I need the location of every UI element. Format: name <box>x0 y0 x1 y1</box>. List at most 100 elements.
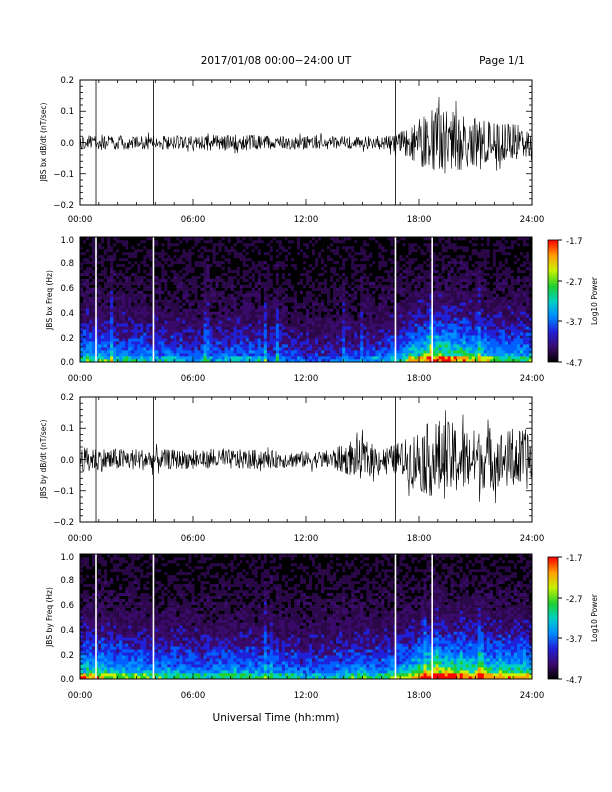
spectrogram-cell <box>339 344 343 348</box>
spectrogram-cell <box>155 359 159 363</box>
spectrogram-cell <box>263 281 268 285</box>
spectrogram-cell <box>125 323 129 327</box>
spectrogram-cell <box>375 269 379 274</box>
spectrogram-cell <box>357 305 361 309</box>
spectrogram-cell <box>309 305 313 309</box>
spectrogram-cell <box>107 239 111 244</box>
spectrogram-cell <box>272 257 277 262</box>
spectrogram-cell <box>275 237 280 241</box>
spectrogram-cell <box>321 338 325 342</box>
spectrogram-cell <box>206 272 210 276</box>
spectrogram-cell <box>378 284 382 288</box>
spectrogram-cell <box>290 308 295 312</box>
spectrogram-cell <box>296 239 301 244</box>
spectrogram-cell <box>402 269 406 274</box>
spectrogram-cell <box>299 281 304 285</box>
spectrogram-cell <box>366 299 370 303</box>
spectrogram-cell <box>333 296 337 300</box>
spectrogram-cell <box>161 239 165 244</box>
spectrogram-cell <box>227 308 231 312</box>
spectrogram-cell <box>209 245 213 250</box>
spectrogram-cell <box>372 266 376 271</box>
spectrogram-cell <box>278 245 283 250</box>
spectrogram-cell <box>290 353 295 357</box>
spectrogram-cell <box>197 311 201 315</box>
spectrogram-cell <box>185 269 189 274</box>
spectrogram-cell <box>209 290 213 294</box>
spectrogram-cell <box>369 347 373 351</box>
spectrogram-cell <box>293 266 298 271</box>
spectrogram-cell <box>302 245 307 250</box>
spectrogram-cell <box>233 293 237 297</box>
spectrogram-cell <box>429 353 433 357</box>
spectrogram-cell <box>122 237 126 241</box>
spectrogram-cell <box>98 254 102 259</box>
spectrogram-cell <box>182 314 186 318</box>
spectrogram-cell <box>80 296 84 300</box>
spectrogram-cell <box>176 290 180 294</box>
spectrogram-cell <box>375 284 379 288</box>
spectrogram-cell <box>119 344 123 348</box>
spectrogram-cell <box>143 311 147 315</box>
spectrogram-cell <box>116 350 120 354</box>
spectrogram-cell <box>215 356 219 360</box>
spectrogram-cell <box>173 329 177 333</box>
spectrogram-cell <box>173 278 177 282</box>
spectrogram-cell <box>399 341 403 345</box>
spectrogram-cell <box>387 269 391 274</box>
spectrogram-cell <box>299 341 304 345</box>
spectrogram-cell <box>287 323 292 327</box>
spectrogram-cell <box>236 359 240 363</box>
spectrogram-cell <box>402 263 406 268</box>
spectrogram-cell <box>399 323 403 327</box>
spectrogram-cell <box>164 251 168 256</box>
spectrogram-cell <box>230 284 234 288</box>
spectrogram-cell <box>209 356 213 360</box>
spectrogram-cell <box>110 266 114 271</box>
spectrogram-cell <box>278 254 283 259</box>
spectrogram-cell <box>293 290 298 294</box>
spectrogram-cell <box>188 278 192 282</box>
spectrogram-cell <box>299 272 304 276</box>
spectrogram-cell <box>426 314 430 318</box>
spectrogram-cell <box>98 281 102 285</box>
spectrogram-cell <box>242 287 247 291</box>
spectrogram-cell <box>110 299 114 303</box>
spectrogram-cell <box>242 239 247 244</box>
spectrogram-cell <box>227 260 231 265</box>
spectrogram-cell <box>98 317 102 321</box>
spectrogram-cell <box>318 353 322 357</box>
spectrogram-cell <box>339 251 343 256</box>
spectrogram-cell <box>191 326 195 330</box>
spectrogram-cell <box>293 323 298 327</box>
spectrogram-cell <box>375 305 379 309</box>
spectrogram-cell <box>170 311 174 315</box>
spectrogram-cell <box>284 302 289 306</box>
spectrogram-cell <box>333 299 337 303</box>
spectrogram-cell <box>378 278 382 282</box>
spectrogram-cell <box>272 272 277 276</box>
spectrogram-cell <box>173 263 177 268</box>
spectrogram-cell <box>110 320 114 324</box>
spectrogram-cell <box>257 299 262 303</box>
spectrogram-cell <box>266 338 271 342</box>
spectrogram-cell <box>185 347 189 351</box>
spectrogram-cell <box>128 329 132 333</box>
spectrogram-cell <box>167 341 171 345</box>
spectrogram-cell <box>312 347 316 351</box>
spectrogram-cell <box>233 299 237 303</box>
spectrogram-cell <box>134 296 138 300</box>
spectrogram-cell <box>378 296 382 300</box>
spectrogram-cell <box>119 269 123 274</box>
spectrogram-cell <box>227 359 231 363</box>
spectrogram-cell <box>119 272 123 276</box>
spectrogram-cell <box>405 314 409 318</box>
spectrogram-cell <box>302 237 307 241</box>
spectrogram-cell <box>83 287 87 291</box>
spectrogram-cell <box>299 314 304 318</box>
spectrogram-cell <box>272 263 277 268</box>
spectrogram-cell <box>384 237 388 241</box>
spectrogram-cell <box>378 338 382 342</box>
spectrogram-cell <box>405 239 409 244</box>
spectrogram-cell <box>375 293 379 297</box>
